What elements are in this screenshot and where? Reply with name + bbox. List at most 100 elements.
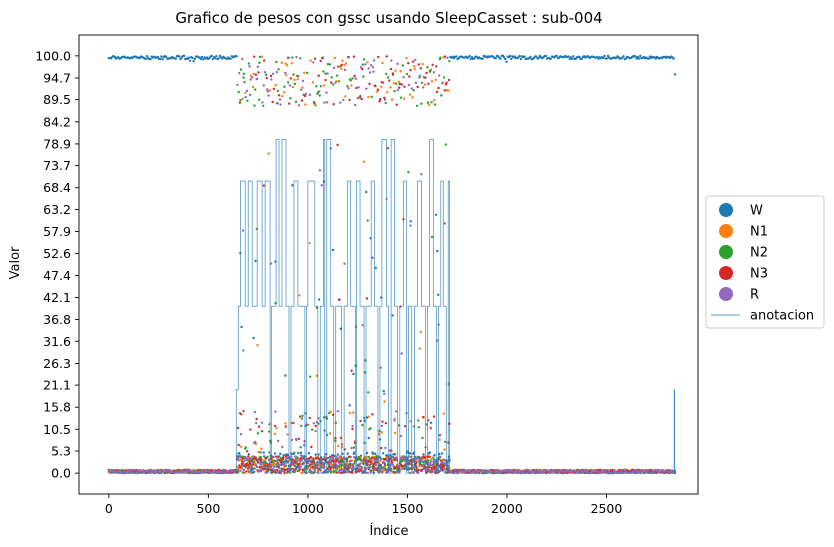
point-n2 bbox=[239, 99, 242, 102]
point-r bbox=[127, 470, 131, 473]
point-n3 bbox=[274, 471, 277, 474]
point-r bbox=[294, 458, 297, 461]
point-n2 bbox=[244, 446, 248, 449]
point-n2 bbox=[362, 58, 366, 61]
point-n3 bbox=[246, 463, 249, 466]
point-w bbox=[293, 451, 296, 455]
point-r bbox=[263, 71, 267, 74]
point-r bbox=[292, 467, 295, 471]
point-n2 bbox=[418, 456, 421, 459]
point-n1 bbox=[304, 103, 307, 106]
point-n3 bbox=[372, 462, 376, 466]
point-n3 bbox=[308, 416, 312, 420]
point-n3 bbox=[403, 425, 407, 428]
point-n2 bbox=[421, 436, 424, 440]
point-n2 bbox=[367, 455, 370, 459]
point-r bbox=[239, 433, 243, 436]
point-n1 bbox=[296, 78, 299, 81]
point-n2 bbox=[264, 73, 268, 76]
point-n1 bbox=[377, 433, 381, 436]
point-n2 bbox=[408, 467, 412, 470]
point-r bbox=[311, 462, 314, 466]
point-n2 bbox=[352, 446, 356, 449]
point-n1 bbox=[328, 432, 332, 435]
point-n1 bbox=[380, 431, 383, 434]
point-w bbox=[438, 452, 441, 456]
point-r bbox=[427, 419, 430, 422]
point-n3 bbox=[399, 305, 402, 308]
point-r bbox=[254, 421, 258, 425]
point-n3 bbox=[380, 80, 383, 84]
point-w bbox=[470, 55, 474, 59]
point-r bbox=[141, 471, 144, 474]
point-r bbox=[261, 101, 264, 104]
point-r bbox=[308, 468, 312, 471]
point-r bbox=[349, 459, 353, 462]
point-w bbox=[279, 452, 282, 456]
point-n1 bbox=[434, 78, 437, 81]
point-w bbox=[382, 389, 385, 393]
point-n3 bbox=[311, 466, 314, 469]
point-r bbox=[265, 471, 269, 474]
point-n3 bbox=[334, 436, 337, 440]
point-r bbox=[250, 464, 253, 467]
point-r bbox=[576, 469, 580, 472]
point-n1 bbox=[352, 411, 355, 414]
point-n3 bbox=[292, 421, 295, 425]
point-r bbox=[346, 470, 349, 474]
point-n3 bbox=[378, 100, 381, 103]
point-n1 bbox=[322, 84, 326, 87]
point-r bbox=[266, 88, 269, 91]
point-n3 bbox=[284, 425, 287, 428]
point-n3 bbox=[394, 466, 397, 469]
point-w bbox=[544, 54, 548, 58]
point-n3 bbox=[332, 103, 335, 106]
point-r bbox=[406, 449, 410, 453]
point-n3 bbox=[408, 75, 411, 78]
point-r bbox=[382, 461, 386, 464]
point-w bbox=[174, 57, 177, 60]
point-r bbox=[304, 92, 308, 96]
point-n1 bbox=[311, 81, 314, 84]
legend-marker-n1 bbox=[719, 224, 733, 238]
point-w bbox=[161, 57, 164, 61]
point-n3 bbox=[445, 467, 449, 470]
point-r bbox=[260, 421, 264, 424]
point-r bbox=[377, 462, 381, 466]
y-tick-label: 78.9 bbox=[43, 136, 71, 151]
point-w bbox=[247, 452, 251, 456]
point-r bbox=[328, 458, 332, 461]
point-n2 bbox=[301, 414, 304, 418]
point-r bbox=[414, 81, 418, 84]
point-n3 bbox=[240, 460, 244, 463]
point-w bbox=[164, 55, 168, 59]
point-r bbox=[188, 469, 192, 472]
point-n3 bbox=[414, 462, 418, 465]
point-n3 bbox=[384, 457, 387, 461]
point-n1 bbox=[438, 438, 441, 441]
point-n2 bbox=[401, 64, 404, 67]
point-r bbox=[359, 462, 362, 465]
point-r bbox=[345, 465, 349, 468]
point-w bbox=[434, 213, 438, 216]
point-r bbox=[242, 349, 245, 352]
point-r bbox=[619, 468, 623, 472]
point-r bbox=[270, 78, 273, 81]
point-n3 bbox=[274, 455, 278, 458]
point-n1 bbox=[286, 433, 289, 436]
point-n3 bbox=[310, 445, 313, 449]
point-n3 bbox=[298, 415, 302, 418]
point-n3 bbox=[301, 468, 304, 471]
point-n3 bbox=[352, 55, 356, 58]
point-r bbox=[510, 469, 513, 473]
point-r bbox=[418, 468, 422, 472]
point-r bbox=[255, 77, 258, 81]
point-n2 bbox=[299, 446, 302, 449]
point-r bbox=[332, 66, 336, 70]
point-r bbox=[277, 463, 280, 466]
point-n3 bbox=[417, 63, 421, 66]
point-r bbox=[354, 77, 358, 80]
point-n3 bbox=[383, 96, 386, 100]
point-r bbox=[312, 61, 315, 64]
point-n1 bbox=[282, 91, 286, 94]
